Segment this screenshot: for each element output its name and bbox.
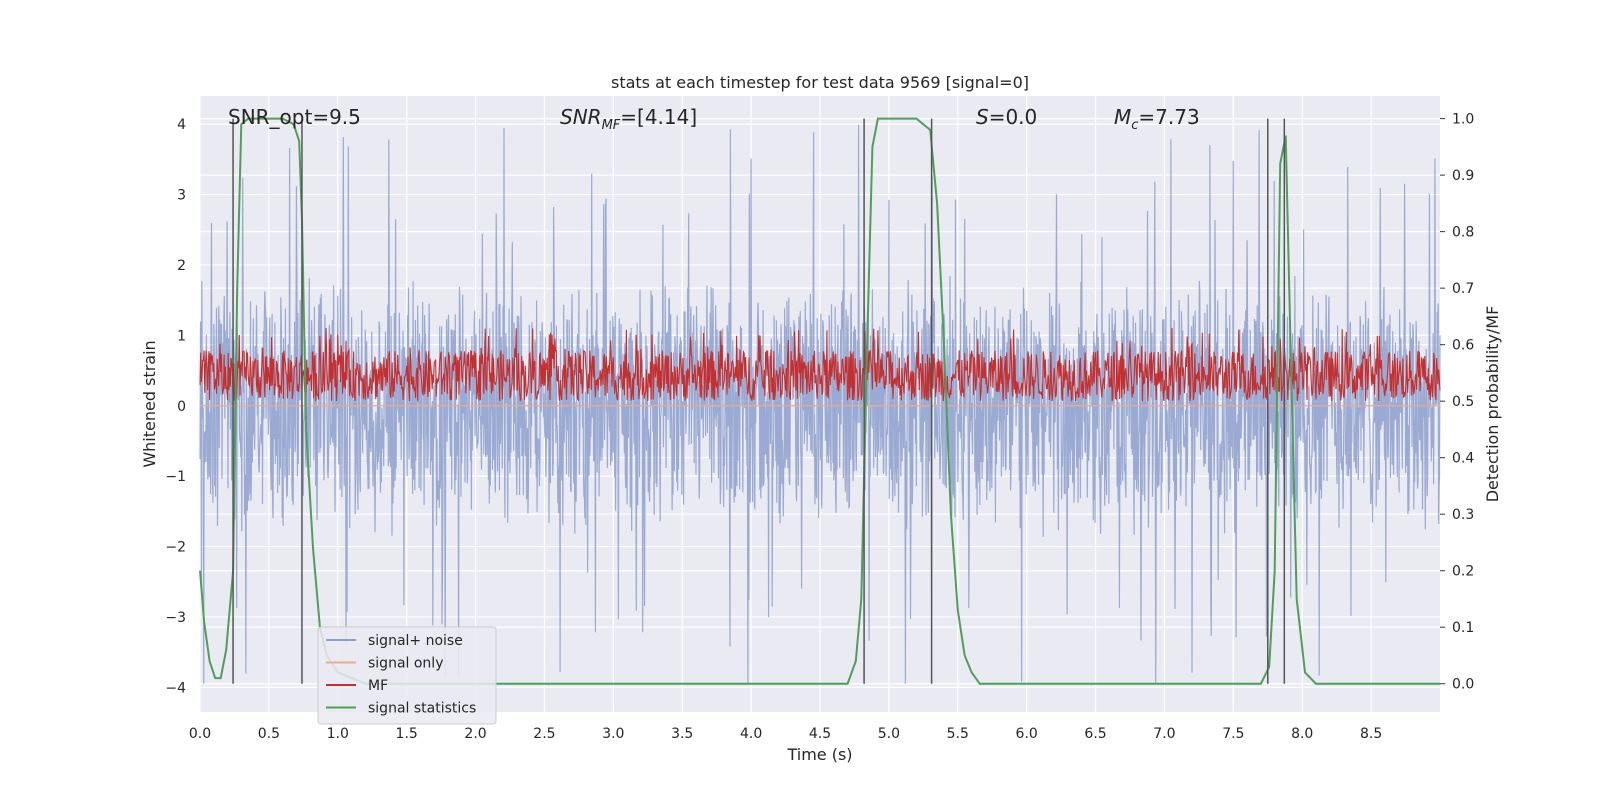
- x-tick-label: 2.0: [464, 726, 486, 742]
- legend-label: signal+ noise: [368, 633, 463, 649]
- y-right-tick-label: 0.5: [1452, 394, 1474, 410]
- x-tick-label: 3.0: [602, 726, 624, 742]
- x-tick-label: 2.5: [533, 726, 555, 742]
- annotation-s-symbol: S: [976, 105, 989, 129]
- y-tick-label: 3: [177, 188, 186, 204]
- y-right-tick-label: 0.4: [1452, 451, 1474, 467]
- x-tick-label: 6.5: [1084, 726, 1106, 742]
- x-tick-label: 1.5: [396, 726, 418, 742]
- y-right-tick-label: 0.7: [1452, 281, 1474, 297]
- y-right-tick-label: 0.9: [1452, 168, 1474, 184]
- x-tick-label: 5.5: [947, 726, 969, 742]
- y-tick-label: −4: [165, 680, 186, 696]
- annotation-s-value: =0.0: [989, 105, 1038, 129]
- y-right-tick-label: 0.8: [1452, 225, 1474, 241]
- y-right-axis-ticks: 1.0 0.9 0.8 0.7 0.6 0.5 0.4 0.3 0.2 0.1 0.0: [1440, 112, 1474, 693]
- x-tick-label: 4.0: [740, 726, 762, 742]
- x-tick-label: 3.5: [671, 726, 693, 742]
- y-right-tick-label: 0.6: [1452, 338, 1474, 354]
- annotation-s: S=0.0: [976, 105, 1037, 129]
- y-axis-ticks: 4 3 2 1 0 −1 −2 −3 −4: [165, 117, 186, 696]
- y-tick-label: −1: [165, 469, 186, 485]
- y-right-tick-label: 0.2: [1452, 564, 1474, 580]
- annotation-snr-mf-sub: MF: [602, 118, 621, 133]
- annotation-mc-sub: c: [1131, 118, 1138, 133]
- vertical-markers: [232, 118, 1286, 684]
- x-tick-label: 0.0: [189, 726, 211, 742]
- x-axis-ticks: 0.0 0.5 1.0 1.5 2.0 2.5 3.0 3.5 4.0 4.5 5.0 5.5 6.0 6…: [189, 726, 1382, 742]
- x-tick-label: 6.0: [1016, 726, 1038, 742]
- annotation-mc-main: M: [1114, 105, 1131, 129]
- y-right-tick-label: 0.1: [1452, 620, 1474, 636]
- legend: signal+ noise signal only MF signal statist…: [317, 626, 497, 725]
- y-tick-label: 0: [177, 399, 186, 415]
- y-axis-label: Whitened strain: [140, 340, 159, 467]
- signal-noise-line: [199, 124, 1441, 684]
- x-tick-label: 5.0: [878, 726, 900, 742]
- x-tick-label: 0.5: [258, 726, 280, 742]
- x-tick-label: 7.5: [1222, 726, 1244, 742]
- y-tick-label: −3: [165, 610, 186, 626]
- annotation-snr-opt: SNR_opt=9.5: [228, 105, 361, 129]
- y-right-tick-label: 0.0: [1452, 677, 1474, 693]
- legend-label: signal statistics: [368, 701, 476, 717]
- annotation-snr-mf-main: SNR: [560, 105, 602, 129]
- x-axis-label: Time (s): [786, 745, 852, 764]
- chart-title: stats at each timestep for test data 956…: [611, 73, 1029, 92]
- legend-box: [317, 626, 497, 725]
- y-tick-label: 1: [177, 328, 186, 344]
- mf-line: [199, 327, 1441, 403]
- x-tick-label: 1.0: [327, 726, 349, 742]
- y-right-axis-label: Detection probability/MF: [1483, 306, 1502, 503]
- x-tick-label: 4.5: [809, 726, 831, 742]
- x-tick-label: 7.0: [1153, 726, 1175, 742]
- y-right-tick-label: 1.0: [1452, 112, 1474, 128]
- annotation-snr-mf-value: =[4.14]: [620, 105, 697, 129]
- y-tick-label: −2: [165, 540, 186, 556]
- x-tick-label: 8.5: [1360, 726, 1382, 742]
- annotation-snr-mf: SNRMF=[4.14]: [560, 105, 697, 133]
- legend-label: signal only: [368, 656, 443, 672]
- y-tick-label: 2: [177, 258, 186, 274]
- y-right-tick-label: 0.3: [1452, 507, 1474, 523]
- y-tick-label: 4: [177, 117, 186, 133]
- signal-noise-series: [199, 124, 1441, 684]
- annotation-mc: Mc=7.73: [1114, 105, 1200, 133]
- annotation-mc-value: =7.73: [1138, 105, 1199, 129]
- x-tick-label: 8.0: [1291, 726, 1313, 742]
- mf-series: [199, 327, 1441, 403]
- legend-label: MF: [368, 678, 388, 694]
